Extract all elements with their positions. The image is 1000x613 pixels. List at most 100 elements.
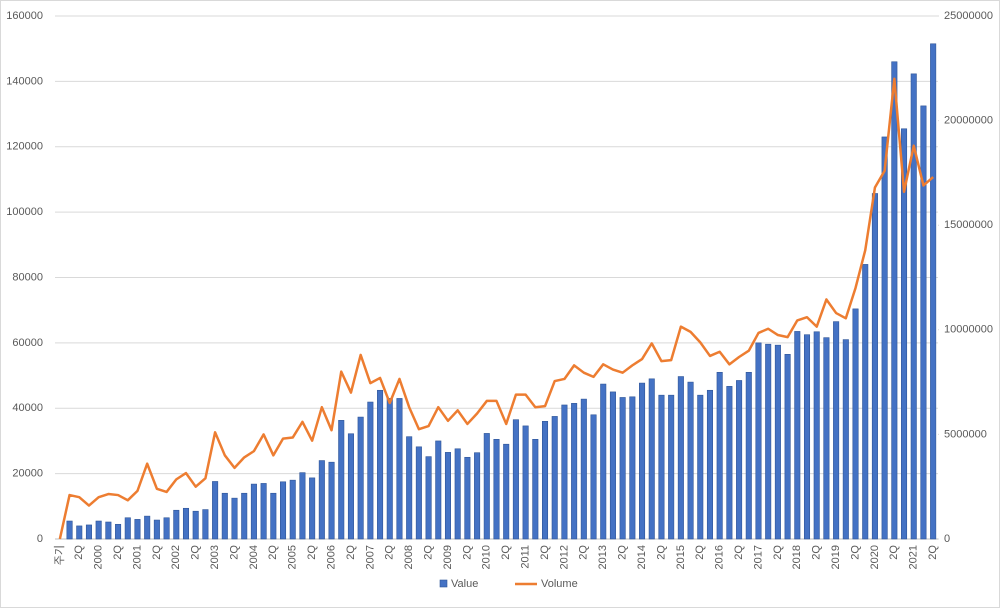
bar: [221, 492, 228, 540]
bar: [522, 425, 529, 540]
bar: [881, 136, 888, 540]
x-tick-label: 2Q: [888, 545, 900, 560]
bar: [338, 420, 345, 540]
x-tick-label: 2Q: [228, 545, 240, 560]
x-tick-label: 2Q: [73, 545, 85, 560]
x-tick-label: 2007: [364, 545, 376, 569]
y2-tick-label: 15000000: [944, 219, 993, 231]
y-tick-label: 100000: [6, 206, 43, 218]
y-tick-label: 120000: [6, 141, 43, 153]
bar: [706, 389, 713, 540]
bar: [697, 394, 704, 540]
x-tick-label: 2005: [287, 545, 299, 569]
bar: [318, 460, 325, 540]
x-tick-label: 2Q: [190, 545, 202, 560]
bar: [726, 386, 733, 540]
x-tick-label: 2000: [93, 545, 105, 569]
bar: [532, 439, 539, 540]
y-tick-label: 140000: [6, 75, 43, 87]
bar: [920, 105, 927, 540]
bar: [386, 398, 393, 540]
bar: [270, 492, 277, 540]
x-tick-label: 2Q: [112, 545, 124, 560]
y-tick-label: 40000: [12, 402, 43, 414]
x-tick-label: 2017: [752, 545, 764, 569]
x-tick-label: 2Q: [578, 545, 590, 560]
bar: [600, 383, 607, 540]
x-tick-label: 2Q: [267, 545, 279, 560]
y2-tick-label: 25000000: [944, 10, 993, 22]
bar: [891, 61, 898, 540]
bar: [406, 436, 413, 540]
bar: [377, 389, 384, 540]
bar: [328, 461, 335, 540]
bar: [357, 416, 364, 540]
y2-tick-label: 20000000: [944, 115, 993, 127]
bar: [115, 523, 122, 540]
x-tick-label: 2003: [209, 545, 221, 569]
x-tick-label: 2Q: [384, 545, 396, 560]
bar: [930, 43, 937, 540]
bar: [842, 339, 849, 540]
bar: [512, 419, 519, 540]
bar: [639, 382, 646, 540]
x-tick-label: 2018: [791, 545, 803, 569]
x-tick-label: 2013: [597, 545, 609, 569]
bar: [668, 394, 675, 540]
y-tick-label: 160000: [6, 10, 43, 22]
bar: [541, 421, 549, 540]
x-tick-label: 2Q: [927, 545, 939, 560]
x-tick-label: 2011: [520, 545, 532, 569]
bar: [464, 456, 471, 540]
x-tick-label: 2015: [675, 545, 687, 569]
bar: [619, 397, 626, 540]
x-tick-label: 2Q: [694, 545, 706, 560]
bar: [415, 446, 422, 540]
bar: [124, 517, 131, 540]
x-tick-label: 2Q: [306, 545, 318, 560]
bar: [561, 404, 568, 540]
x-tick-label: 2019: [830, 545, 842, 569]
bar: [444, 452, 452, 540]
legend-swatch: [439, 579, 448, 588]
x-tick-label: 2Q: [733, 545, 745, 560]
bar: [813, 331, 820, 540]
bar: [182, 507, 190, 540]
bar: [794, 331, 801, 540]
bar: [580, 398, 587, 540]
bar: [231, 497, 238, 540]
x-tick-label: 2Q: [151, 545, 163, 560]
x-tick-label: 2002: [170, 545, 182, 569]
bar: [202, 509, 209, 540]
y2-tick-label: 10000000: [944, 324, 993, 336]
x-tick-label: 2Q: [422, 545, 434, 560]
bar: [144, 515, 151, 540]
bar: [648, 378, 655, 540]
x-tick-label: 2016: [714, 545, 726, 569]
x-tick-label: 주기: [53, 545, 66, 565]
bar: [629, 396, 636, 540]
x-tick-label: 2021: [908, 545, 920, 569]
bar: [687, 381, 694, 540]
bar: [347, 433, 354, 540]
x-tick-label: 2Q: [500, 545, 512, 560]
y-tick-label: 0: [37, 533, 43, 545]
bar: [241, 492, 248, 540]
bar: [153, 519, 160, 540]
x-tick-label: 2Q: [345, 545, 357, 560]
bar: [823, 337, 830, 540]
bar: [784, 354, 791, 540]
x-tick-label: 2001: [131, 545, 143, 569]
bar: [852, 308, 859, 540]
bar: [803, 334, 811, 540]
x-tick-label: 2010: [481, 545, 493, 569]
bar: [677, 376, 684, 540]
x-tick-label: 2Q: [461, 545, 473, 560]
y-tick-label: 80000: [12, 271, 43, 283]
x-tick-label: 2Q: [539, 545, 551, 560]
bar: [192, 510, 199, 540]
x-tick-label: 2Q: [655, 545, 667, 560]
bar: [745, 371, 752, 540]
legend-label: Volume: [541, 578, 578, 590]
